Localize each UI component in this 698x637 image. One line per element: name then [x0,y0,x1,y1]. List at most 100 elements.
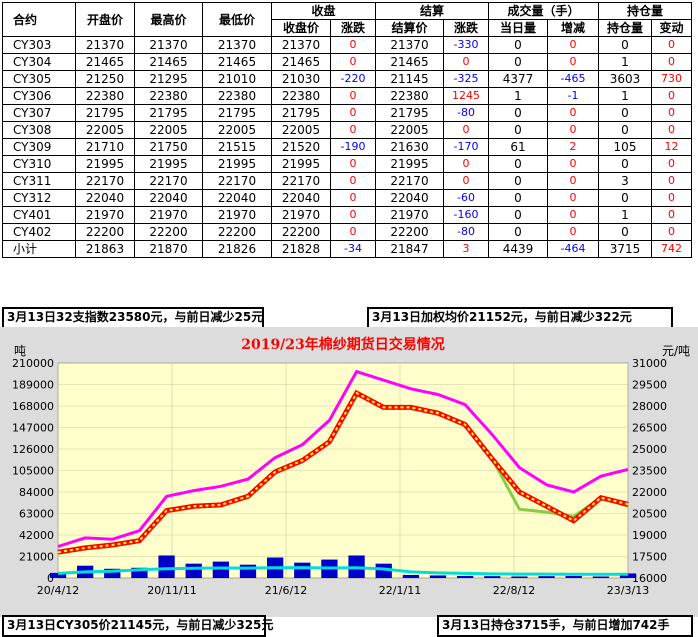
series-line [57,369,629,548]
table-cell: 0 [330,104,376,122]
table-cell: 22005 [271,121,331,139]
table-cell: 22200 [134,223,203,241]
table-cell: 0 [488,155,548,173]
table-cell: -220 [330,70,376,88]
table-body: CY303 21370 21370 21370 21370 0 21370 -330 0 0 0 0 C… [2,36,692,258]
table-cell: 0 [330,189,376,207]
col-header-close-change: 涨跌 [330,19,376,37]
table-cell: 0 [443,172,489,190]
table-cell: 21995 [75,155,135,173]
price-volume-chart: 0 21000 42000 63000 84000 105000 126000 147000 1… [0,327,698,617]
table-cell: 21030 [271,70,331,88]
table-cell: 0 [488,206,548,224]
volume-bar [375,563,392,578]
table-cell: CY401 [2,206,76,224]
col-header-close-price: 收盘价 [271,19,331,37]
table-cell: CY402 [2,223,76,241]
table-cell: 0 [547,189,599,207]
table-cell: 0 [547,223,599,241]
table-cell: 21370 [202,36,272,54]
col-header-oi-change: 变动 [651,19,692,37]
table-cell: 4377 [488,70,548,88]
table-row: CY401 21970 21970 21970 21970 0 21970 -160 0 0 1 0 [2,206,692,224]
table-cell: 1245 [443,87,489,105]
table-cell: 0 [488,223,548,241]
right-tick-label: 20500 [632,508,667,521]
table-cell: 21710 [75,138,135,156]
table-cell: 21465 [271,53,331,71]
table-cell: 21795 [202,104,272,122]
table-cell: 21795 [134,104,203,122]
table-cell: 22380 [75,87,135,105]
table-cell: 0 [651,53,692,71]
right-axis-unit: 元/吨 [662,344,690,358]
table-cell: 22040 [75,189,135,207]
volume-bar [131,567,148,578]
table-row: CY312 22040 22040 22040 22040 0 22040 -60 0 0 0 0 [2,189,692,207]
table-cell: 0 [330,223,376,241]
table-cell: 0 [598,223,652,241]
volume-bar [592,576,609,578]
table-cell: CY310 [2,155,76,173]
table-cell: 0 [598,189,652,207]
table-cell: 22200 [271,223,331,241]
left-tick-label: 147000 [12,422,54,435]
table-cell: -160 [443,206,489,224]
left-axis-unit: 吨 [14,344,26,358]
table-cell: 21795 [375,104,444,122]
table-row: CY306 22380 22380 22380 22380 0 22380 1245 1 -1 1 0 [2,87,692,105]
col-header-volume-change: 增减 [547,19,599,37]
table-row: CY304 21465 21465 21465 21465 0 21465 0 0 0 1 0 [2,53,692,71]
table-cell: 0 [547,53,599,71]
right-tick-label: 25000 [632,443,667,456]
table-cell: 21847 [375,240,444,258]
note-weighted-price: 3月13日加权均价21152元，与前日减少322元 [367,307,673,329]
table-cell: 21970 [271,206,331,224]
col-header-low: 最低价 [202,2,272,37]
table-cell: 21870 [134,240,203,258]
table-cell: 1 [598,206,652,224]
table-row: CY305 21250 21295 21010 21030 -220 21145 -325 43… [2,70,692,88]
table-cell: 22170 [375,172,444,190]
table-cell: 22040 [202,189,272,207]
volume-bar [511,576,528,578]
volume-bar [538,576,555,578]
left-tick-label: 42000 [19,529,54,542]
table-cell: 22005 [75,121,135,139]
series-line [57,566,628,576]
table-cell: 0 [488,189,548,207]
table-cell: 21250 [75,70,135,88]
left-tick-label: 126000 [12,443,54,456]
table-cell: 2 [547,138,599,156]
col-header-settle-change: 涨跌 [443,19,489,37]
table-cell: 21970 [75,206,135,224]
volume-bar [212,561,229,578]
x-tick-label: 20/4/12 [37,584,79,597]
table-cell: 0 [488,172,548,190]
table-cell: 22005 [134,121,203,139]
right-tick-label: 16000 [632,572,667,585]
table-cell: 21465 [202,53,272,71]
table-cell: 0 [651,36,692,54]
table-cell: 742 [651,240,692,258]
note-holding: 3月13日持仓3715手，与前日增加742手 [437,615,693,637]
table-cell: 0 [547,206,599,224]
volume-bar [429,575,447,578]
col-header-day-volume: 当日量 [488,19,548,37]
table-header-row: 收盘价 涨跌 结算价 涨跌 当日量 增减 持仓量 变动 [3,19,692,37]
table-cell: 0 [330,206,376,224]
x-tick-label: 21/6/12 [265,584,307,597]
table-cell: CY303 [2,36,76,54]
table-cell: -465 [547,70,599,88]
volume-bar [185,563,202,578]
table-cell: 21295 [134,70,203,88]
table-cell: CY311 [2,172,76,190]
table-row: CY402 22200 22200 22200 22200 0 22200 -80 0 0 0 0 [2,223,692,241]
table-cell: 21370 [134,36,203,54]
table-cell: 21970 [375,206,444,224]
right-tick-label: 31000 [632,357,667,370]
table-cell: 21828 [271,240,331,258]
table-cell: 1 [598,53,652,71]
right-tick-label: 28000 [632,400,667,413]
table-cell: 21970 [134,206,203,224]
